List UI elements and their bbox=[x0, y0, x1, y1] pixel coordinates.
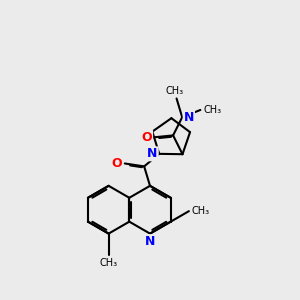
Text: N: N bbox=[145, 235, 155, 248]
Text: N: N bbox=[184, 111, 194, 124]
Text: O: O bbox=[111, 157, 122, 170]
Text: CH₃: CH₃ bbox=[203, 105, 221, 115]
Text: CH₃: CH₃ bbox=[192, 206, 210, 216]
Text: CH₃: CH₃ bbox=[166, 86, 184, 96]
Text: CH₃: CH₃ bbox=[100, 258, 118, 268]
Text: N: N bbox=[147, 147, 158, 160]
Text: O: O bbox=[142, 131, 152, 144]
